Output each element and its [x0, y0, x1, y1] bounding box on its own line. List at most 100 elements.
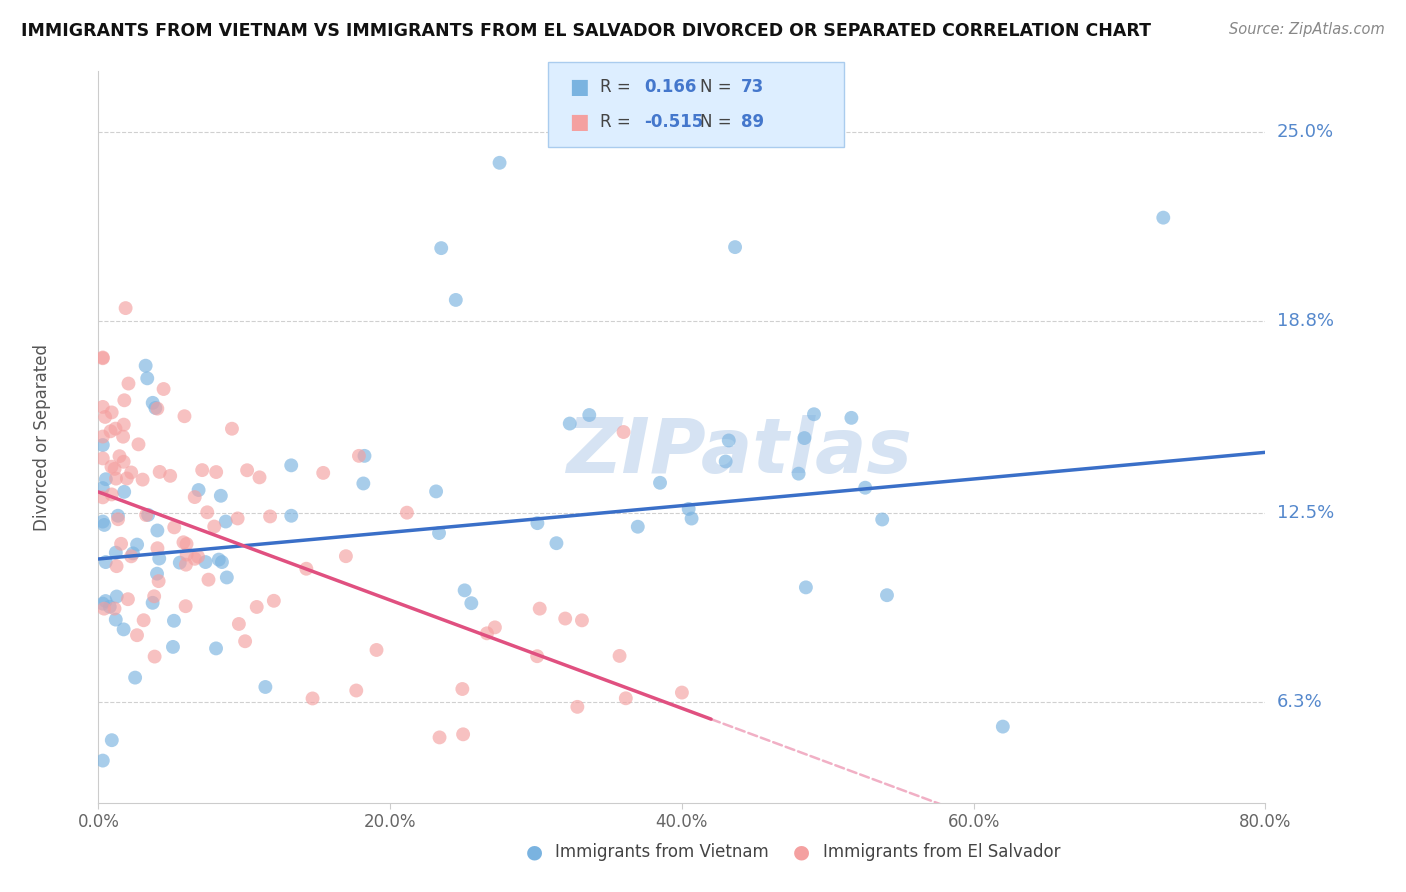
Point	[724, 240, 747, 254]
Point	[104, 613, 127, 627]
Point	[853, 481, 876, 495]
Point	[146, 401, 169, 416]
Text: ●: ●	[526, 842, 543, 862]
Point	[191, 463, 214, 477]
Point	[127, 538, 149, 552]
Point	[301, 691, 323, 706]
Point	[554, 611, 576, 625]
Point	[132, 613, 155, 627]
Point	[112, 393, 135, 408]
Point	[117, 376, 139, 391]
Point	[614, 691, 637, 706]
Text: IMMIGRANTS FROM VIETNAM VS IMMIGRANTS FROM EL SALVADOR DIVORCED OR SEPARATED COR: IMMIGRANTS FROM VIETNAM VS IMMIGRANTS FR…	[21, 22, 1152, 40]
Point	[609, 648, 631, 663]
Point	[91, 754, 114, 768]
Point	[427, 526, 450, 541]
Point	[430, 241, 453, 255]
Point	[205, 465, 228, 479]
Point	[100, 424, 122, 438]
Point	[352, 476, 374, 491]
Point	[475, 626, 498, 640]
Point	[870, 512, 893, 526]
Point	[143, 649, 166, 664]
Point	[567, 699, 589, 714]
Point	[125, 628, 148, 642]
Point	[347, 449, 370, 463]
Text: -0.515: -0.515	[644, 113, 703, 131]
Point	[91, 438, 114, 452]
Point	[221, 422, 243, 436]
Point	[208, 552, 231, 566]
Point	[105, 472, 128, 486]
Point	[280, 508, 302, 523]
Point	[558, 417, 581, 431]
Point	[803, 407, 825, 421]
Point	[1152, 211, 1174, 225]
Point	[526, 649, 548, 664]
Point	[122, 546, 145, 560]
Point	[93, 517, 115, 532]
Point	[100, 487, 122, 501]
Text: Immigrants from El Salvador: Immigrants from El Salvador	[823, 843, 1060, 861]
Text: 0.166: 0.166	[644, 78, 696, 95]
Point	[280, 458, 302, 473]
Point	[176, 548, 198, 562]
Point	[152, 382, 174, 396]
Point	[205, 641, 228, 656]
Point	[104, 546, 127, 560]
Point	[793, 431, 815, 445]
Point	[91, 400, 114, 414]
Point	[876, 588, 898, 602]
Point	[717, 434, 740, 448]
Text: Immigrants from Vietnam: Immigrants from Vietnam	[555, 843, 769, 861]
Point	[91, 597, 114, 611]
Point	[794, 580, 817, 594]
Point	[228, 617, 250, 632]
Text: Source: ZipAtlas.com: Source: ZipAtlas.com	[1229, 22, 1385, 37]
Point	[145, 401, 167, 415]
Point	[115, 471, 138, 485]
Point	[991, 720, 1014, 734]
Point	[429, 731, 451, 745]
Point	[107, 512, 129, 526]
Point	[187, 549, 209, 564]
Point	[174, 558, 197, 572]
Point	[94, 472, 117, 486]
Point	[136, 371, 159, 385]
Point	[453, 583, 475, 598]
Point	[194, 555, 217, 569]
Point	[146, 541, 169, 556]
Point	[101, 733, 124, 747]
Point	[112, 417, 135, 432]
Point	[627, 519, 650, 533]
Point	[98, 599, 121, 614]
Point	[100, 405, 122, 419]
Point	[263, 594, 285, 608]
Point	[146, 566, 169, 581]
Point	[91, 481, 114, 495]
Point	[136, 508, 159, 522]
Point	[112, 455, 135, 469]
Point	[184, 490, 207, 504]
Text: 18.8%: 18.8%	[1277, 312, 1333, 330]
Point	[787, 467, 810, 481]
Point	[215, 570, 238, 584]
Point	[488, 155, 510, 169]
Point	[671, 685, 693, 699]
Point	[202, 519, 225, 533]
Point	[135, 359, 157, 373]
Point	[613, 425, 636, 439]
Point	[254, 680, 277, 694]
Point	[135, 508, 157, 522]
Text: 89: 89	[741, 113, 763, 131]
Text: ZIPatlas: ZIPatlas	[567, 415, 914, 489]
Point	[529, 601, 551, 615]
Point	[91, 515, 114, 529]
Point	[451, 727, 474, 741]
Text: ■: ■	[569, 77, 589, 96]
Point	[103, 601, 125, 615]
Point	[169, 556, 191, 570]
Point	[174, 599, 197, 614]
Point	[112, 623, 135, 637]
Point	[233, 634, 256, 648]
